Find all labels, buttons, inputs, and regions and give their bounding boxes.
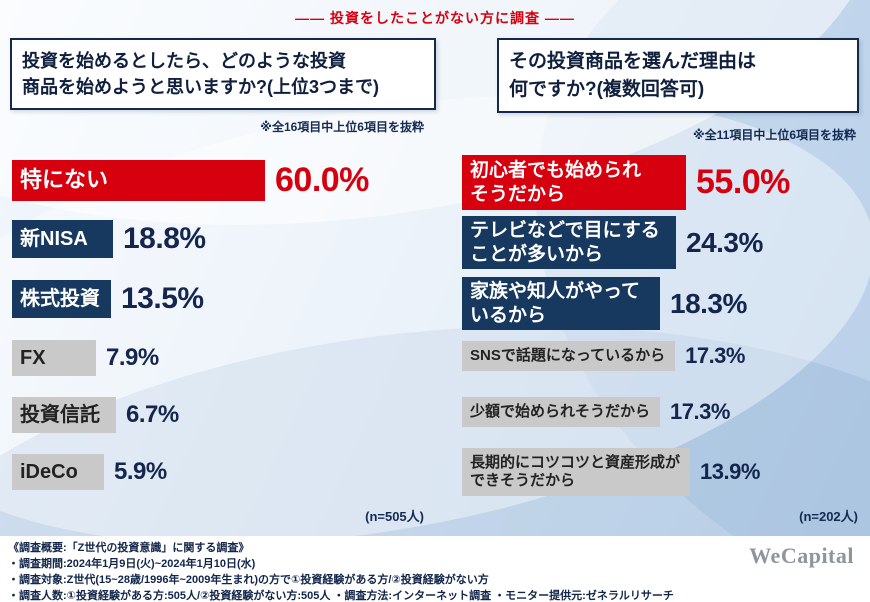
bar: 投資信託 bbox=[12, 397, 116, 433]
survey-target-line: ・調査対象:Z世代(15~28歳/1996年~2009年生まれ)の方で①投資経験… bbox=[8, 573, 489, 586]
bar-value: 17.3% bbox=[685, 343, 745, 368]
bar-value: 18.8% bbox=[123, 222, 206, 255]
bar-row: iDeCo 5.9% bbox=[12, 454, 167, 490]
bar-label: 新NISA bbox=[20, 227, 88, 250]
survey-period-line: ・調査期間:2024年1月9日(火)~2024年1月10日(水) bbox=[8, 557, 256, 570]
bar-value: 18.3% bbox=[670, 287, 747, 319]
bar: 初心者でも始められ そうだから bbox=[462, 155, 686, 210]
bar: iDeCo bbox=[12, 454, 104, 490]
bar-label: 初心者でも始められ bbox=[470, 160, 642, 182]
bar-value: 55.0% bbox=[696, 163, 790, 201]
bar-label: いるから bbox=[470, 304, 547, 326]
bar: 特にない bbox=[12, 160, 265, 201]
survey-footer: 《調査概要:「Z世代の投資意識」に関する調査》 ・調査期間:2024年1月9日(… bbox=[0, 536, 870, 602]
bar-value: 7.9% bbox=[106, 344, 159, 371]
bar: 株式投資 bbox=[12, 280, 111, 318]
bar-value: 5.9% bbox=[114, 458, 167, 485]
bar-label: 株式投資 bbox=[20, 287, 100, 310]
bar-row: 長期的にコツコツと資産形成が できそうだから 13.9% bbox=[462, 448, 760, 496]
title-line: その投資商品を選んだ理由は bbox=[509, 51, 757, 72]
survey-method-line: ・調査人数:①投資経験がある方:505人/②投資経験がない方:505人 ・調査方… bbox=[8, 589, 674, 602]
bar: 少額で始められそうだから bbox=[462, 397, 661, 427]
bar: テレビなどで目にする ことが多いから bbox=[462, 216, 676, 269]
survey-overview-line: 《調査概要:「Z世代の投資意識」に関する調査》 bbox=[8, 542, 250, 554]
bar-value: 13.9% bbox=[700, 459, 760, 484]
chart-left-note: ※全16項目中上位6項目を抜粋 bbox=[260, 120, 424, 134]
bar-value: 60.0% bbox=[275, 161, 369, 199]
bar-row: テレビなどで目にする ことが多いから 24.3% bbox=[462, 216, 763, 269]
bar-row: 少額で始められそうだから 17.3% bbox=[462, 397, 730, 427]
bar-row: FX 7.9% bbox=[12, 340, 159, 376]
bar-row: 新NISA 18.8% bbox=[12, 220, 206, 258]
bar-value: 24.3% bbox=[686, 226, 763, 258]
bar-row: SNSで話題になっているから 17.3% bbox=[462, 341, 745, 371]
bar-row: 特にない 60.0% bbox=[12, 160, 369, 201]
chart-right-note: ※全11項目中上位6項目を抜粋 bbox=[692, 128, 856, 142]
bar-label: 少額で始められそうだから bbox=[470, 402, 651, 420]
bar-row: 株式投資 13.5% bbox=[12, 280, 204, 318]
bar-row: 家族や知人がやって いるから 18.3% bbox=[462, 277, 747, 330]
bar-row: 投資信託 6.7% bbox=[12, 397, 179, 433]
title-line: 商品を始めようと思いますか?(上位3つまで) bbox=[22, 77, 379, 98]
bar-label: 長期的にコツコツと資産形成が bbox=[470, 453, 681, 471]
bar: FX bbox=[12, 340, 96, 376]
chart-right-title: その投資商品を選んだ理由は 何ですか?(複数回答可) bbox=[497, 38, 859, 114]
bar-label: できそうだから bbox=[470, 472, 576, 489]
chart-left-title: 投資を始めるとしたら、どのような投資 商品を始めようと思いますか?(上位3つまで… bbox=[10, 38, 436, 111]
chart-left-sample-size: (n=505人) bbox=[365, 509, 424, 524]
bar-label: 特にない bbox=[20, 167, 109, 193]
bar-row: 初心者でも始められ そうだから 55.0% bbox=[462, 155, 790, 210]
bar-label: ことが多いから bbox=[470, 243, 604, 265]
survey-banner: ―― 投資をしたことがない方に調査 ―― bbox=[295, 10, 575, 26]
title-line: 投資を始めるとしたら、どのような投資 bbox=[22, 51, 346, 71]
bar: 新NISA bbox=[12, 220, 113, 258]
bar-label: テレビなどで目にする bbox=[470, 220, 660, 242]
bar-label: 投資信託 bbox=[20, 403, 100, 426]
bar-label: そうだから bbox=[470, 183, 566, 205]
bar-value: 13.5% bbox=[121, 282, 204, 315]
title-line: 何ですか?(複数回答可) bbox=[509, 78, 705, 100]
wecapital-logo: WeCapital bbox=[749, 543, 854, 568]
bar: SNSで話題になっているから bbox=[462, 341, 676, 371]
bar-label: iDeCo bbox=[20, 460, 78, 483]
bar-label: FX bbox=[20, 346, 46, 369]
bar-label: SNSで話題になっているから bbox=[470, 346, 666, 364]
bar: 家族や知人がやって いるから bbox=[462, 277, 660, 330]
bar: 長期的にコツコツと資産形成が できそうだから bbox=[462, 448, 691, 496]
bar-label: 家族や知人がやって bbox=[470, 281, 641, 303]
bar-value: 17.3% bbox=[670, 399, 730, 424]
chart-right-sample-size: (n=202人) bbox=[799, 509, 858, 524]
bar-value: 6.7% bbox=[126, 401, 179, 428]
